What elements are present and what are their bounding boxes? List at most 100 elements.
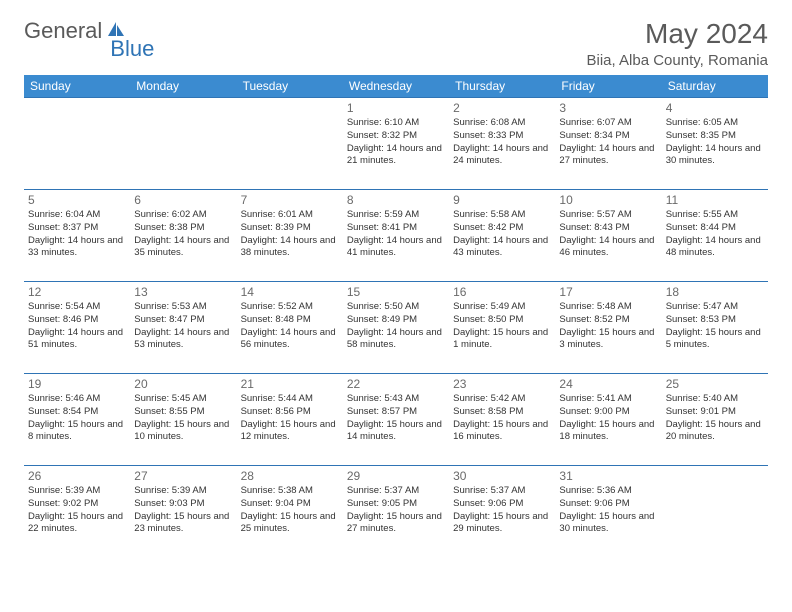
day-cell: 17Sunrise: 5:48 AMSunset: 8:52 PMDayligh…: [555, 282, 661, 374]
daylight-text: Daylight: 15 hours and 25 minutes.: [241, 511, 339, 537]
sunrise-text: Sunrise: 5:53 AM: [134, 301, 232, 314]
sunset-text: Sunset: 8:48 PM: [241, 314, 339, 327]
weekday-header: Wednesday: [343, 75, 449, 98]
daylight-text: Daylight: 14 hours and 38 minutes.: [241, 235, 339, 261]
sunset-text: Sunset: 8:32 PM: [347, 130, 445, 143]
month-title: May 2024: [587, 18, 769, 50]
sunrise-text: Sunrise: 5:54 AM: [28, 301, 126, 314]
sunrise-text: Sunrise: 5:57 AM: [559, 209, 657, 222]
day-info: Sunrise: 6:04 AMSunset: 8:37 PMDaylight:…: [28, 209, 126, 260]
day-cell: 18Sunrise: 5:47 AMSunset: 8:53 PMDayligh…: [662, 282, 768, 374]
empty-day-cell: [130, 98, 236, 190]
day-cell: 7Sunrise: 6:01 AMSunset: 8:39 PMDaylight…: [237, 190, 343, 282]
daylight-text: Daylight: 14 hours and 21 minutes.: [347, 143, 445, 169]
sunset-text: Sunset: 8:53 PM: [666, 314, 764, 327]
day-info: Sunrise: 5:39 AMSunset: 9:02 PMDaylight:…: [28, 485, 126, 536]
day-cell: 21Sunrise: 5:44 AMSunset: 8:56 PMDayligh…: [237, 374, 343, 466]
day-number: 8: [347, 193, 445, 207]
sunrise-text: Sunrise: 6:05 AM: [666, 117, 764, 130]
daylight-text: Daylight: 15 hours and 10 minutes.: [134, 419, 232, 445]
day-number: 28: [241, 469, 339, 483]
day-number: 20: [134, 377, 232, 391]
calendar-week-row: 1Sunrise: 6:10 AMSunset: 8:32 PMDaylight…: [24, 98, 768, 190]
header: General Blue May 2024 Biia, Alba County,…: [24, 18, 768, 69]
daylight-text: Daylight: 14 hours and 53 minutes.: [134, 327, 232, 353]
daylight-text: Daylight: 14 hours and 33 minutes.: [28, 235, 126, 261]
daylight-text: Daylight: 15 hours and 23 minutes.: [134, 511, 232, 537]
sunset-text: Sunset: 9:06 PM: [559, 498, 657, 511]
day-cell: 8Sunrise: 5:59 AMSunset: 8:41 PMDaylight…: [343, 190, 449, 282]
weekday-header: Tuesday: [237, 75, 343, 98]
day-cell: 29Sunrise: 5:37 AMSunset: 9:05 PMDayligh…: [343, 466, 449, 558]
weekday-header: Thursday: [449, 75, 555, 98]
day-number: 15: [347, 285, 445, 299]
day-number: 10: [559, 193, 657, 207]
day-number: 2: [453, 101, 551, 115]
day-number: 4: [666, 101, 764, 115]
daylight-text: Daylight: 15 hours and 8 minutes.: [28, 419, 126, 445]
day-cell: 3 Sunrise: 6:07 AMSunset: 8:34 PMDaylight…: [555, 98, 661, 190]
day-info: Sunrise: 5:37 AMSunset: 9:05 PMDaylight:…: [347, 485, 445, 536]
weekday-row: Sunday Monday Tuesday Wednesday Thursday…: [24, 75, 768, 98]
location: Biia, Alba County, Romania: [587, 52, 769, 69]
calendar-week-row: 5Sunrise: 6:04 AMSunset: 8:37 PMDaylight…: [24, 190, 768, 282]
day-number: 6: [134, 193, 232, 207]
sunrise-text: Sunrise: 5:38 AM: [241, 485, 339, 498]
day-info: Sunrise: 5:58 AMSunset: 8:42 PMDaylight:…: [453, 209, 551, 260]
day-cell: 10 Sunrise: 5:57 AMSunset: 8:43 PMDayligh…: [555, 190, 661, 282]
daylight-text: Daylight: 14 hours and 51 minutes.: [28, 327, 126, 353]
day-number: 30: [453, 469, 551, 483]
daylight-text: Daylight: 15 hours and 12 minutes.: [241, 419, 339, 445]
day-cell: 27Sunrise: 5:39 AMSunset: 9:03 PMDayligh…: [130, 466, 236, 558]
day-info: Sunrise: 5:48 AMSunset: 8:52 PMDaylight:…: [559, 301, 657, 352]
daylight-text: Daylight: 14 hours and 46 minutes.: [559, 235, 657, 261]
empty-day-cell: [24, 98, 130, 190]
day-number: 25: [666, 377, 764, 391]
day-cell: 16Sunrise: 5:49 AMSunset: 8:50 PMDayligh…: [449, 282, 555, 374]
daylight-text: Daylight: 14 hours and 58 minutes.: [347, 327, 445, 353]
day-number: 16: [453, 285, 551, 299]
day-number: 11: [666, 193, 764, 207]
daylight-text: Daylight: 15 hours and 14 minutes.: [347, 419, 445, 445]
sunset-text: Sunset: 8:58 PM: [453, 406, 551, 419]
daylight-text: Daylight: 15 hours and 1 minute.: [453, 327, 551, 353]
day-number: 26: [28, 469, 126, 483]
sunset-text: Sunset: 8:56 PM: [241, 406, 339, 419]
sunset-text: Sunset: 8:46 PM: [28, 314, 126, 327]
day-cell: 11Sunrise: 5:55 AMSunset: 8:44 PMDayligh…: [662, 190, 768, 282]
day-info: Sunrise: 6:10 AMSunset: 8:32 PMDaylight:…: [347, 117, 445, 168]
sunrise-text: Sunrise: 5:43 AM: [347, 393, 445, 406]
weekday-header: Monday: [130, 75, 236, 98]
day-info: Sunrise: 6:07 AMSunset: 8:34 PMDaylight:…: [559, 117, 657, 168]
day-info: Sunrise: 6:01 AMSunset: 8:39 PMDaylight:…: [241, 209, 339, 260]
day-info: Sunrise: 6:02 AMSunset: 8:38 PMDaylight:…: [134, 209, 232, 260]
day-info: Sunrise: 5:39 AMSunset: 9:03 PMDaylight:…: [134, 485, 232, 536]
day-cell: 13Sunrise: 5:53 AMSunset: 8:47 PMDayligh…: [130, 282, 236, 374]
day-cell: 14Sunrise: 5:52 AMSunset: 8:48 PMDayligh…: [237, 282, 343, 374]
sunset-text: Sunset: 9:03 PM: [134, 498, 232, 511]
day-info: Sunrise: 5:36 AMSunset: 9:06 PMDaylight:…: [559, 485, 657, 536]
day-cell: 25Sunrise: 5:40 AMSunset: 9:01 PMDayligh…: [662, 374, 768, 466]
sunset-text: Sunset: 9:00 PM: [559, 406, 657, 419]
sunrise-text: Sunrise: 6:01 AM: [241, 209, 339, 222]
sunset-text: Sunset: 9:04 PM: [241, 498, 339, 511]
sunset-text: Sunset: 8:52 PM: [559, 314, 657, 327]
sunset-text: Sunset: 8:35 PM: [666, 130, 764, 143]
day-info: Sunrise: 5:46 AMSunset: 8:54 PMDaylight:…: [28, 393, 126, 444]
sunrise-text: Sunrise: 5:55 AM: [666, 209, 764, 222]
day-info: Sunrise: 5:54 AMSunset: 8:46 PMDaylight:…: [28, 301, 126, 352]
day-number: 18: [666, 285, 764, 299]
title-block: May 2024 Biia, Alba County, Romania: [587, 18, 769, 69]
sunset-text: Sunset: 8:54 PM: [28, 406, 126, 419]
day-cell: 4Sunrise: 6:05 AMSunset: 8:35 PMDaylight…: [662, 98, 768, 190]
day-number: 23: [453, 377, 551, 391]
day-number: 3: [559, 101, 657, 115]
sunrise-text: Sunrise: 5:37 AM: [453, 485, 551, 498]
daylight-text: Daylight: 14 hours and 41 minutes.: [347, 235, 445, 261]
sunset-text: Sunset: 8:43 PM: [559, 222, 657, 235]
sunrise-text: Sunrise: 5:46 AM: [28, 393, 126, 406]
sunrise-text: Sunrise: 5:47 AM: [666, 301, 764, 314]
daylight-text: Daylight: 15 hours and 30 minutes.: [559, 511, 657, 537]
day-cell: 2Sunrise: 6:08 AMSunset: 8:33 PMDaylight…: [449, 98, 555, 190]
sunrise-text: Sunrise: 5:58 AM: [453, 209, 551, 222]
